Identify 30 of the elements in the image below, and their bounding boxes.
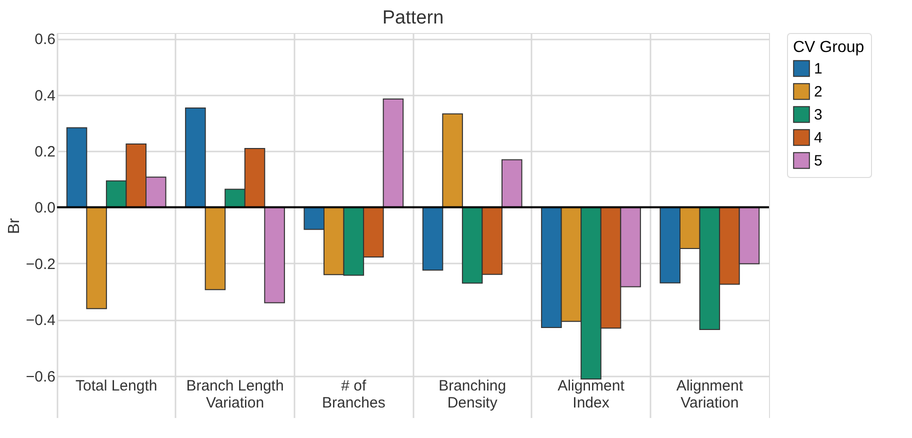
bar — [204, 206, 226, 290]
bar — [422, 206, 444, 271]
bar — [264, 206, 285, 304]
x-tick-label: Branching Density — [438, 378, 506, 412]
bar — [502, 159, 522, 208]
y-tick-label: −0.2 — [26, 256, 56, 273]
bar — [382, 98, 404, 208]
x-tick-label: Branch Length Variation — [186, 378, 284, 412]
bar — [86, 206, 107, 310]
bar — [185, 108, 206, 208]
x-tick-label: # of Branches — [322, 378, 386, 412]
y-axis-title: Br — [6, 217, 23, 234]
chart-title: Pattern — [382, 8, 444, 29]
y-tick-label: −0.4 — [26, 312, 56, 330]
legend-label: 3 — [814, 106, 822, 124]
bar — [442, 113, 463, 208]
y-tick-label: 0.4 — [34, 87, 56, 104]
y-tick-label: 0.2 — [34, 144, 56, 161]
legend-label: 5 — [814, 152, 822, 170]
x-tick-label: Alignment Variation — [676, 378, 744, 412]
legend-label: 2 — [814, 84, 822, 100]
y-tick-label: −0.6 — [26, 368, 56, 386]
y-tick-label: 0.0 — [34, 200, 56, 217]
legend-title: CV Group — [793, 39, 864, 56]
legend-label: 1 — [814, 60, 822, 78]
bar — [66, 127, 88, 208]
x-tick-label: Total Length — [75, 378, 158, 394]
y-tick-label: 0.6 — [34, 31, 56, 48]
x-tick-label: Alignment Index — [558, 378, 626, 412]
legend-label: 4 — [814, 130, 822, 146]
